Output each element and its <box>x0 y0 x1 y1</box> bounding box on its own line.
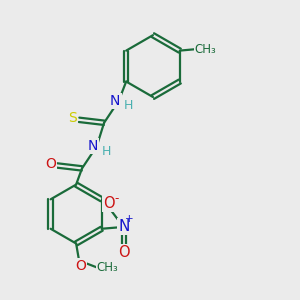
Text: S: S <box>68 111 77 125</box>
Text: O: O <box>118 245 130 260</box>
Text: -: - <box>114 192 118 205</box>
Text: N: N <box>88 139 98 153</box>
Text: CH₃: CH₃ <box>97 261 119 274</box>
Text: O: O <box>45 157 56 171</box>
Text: O: O <box>103 196 115 211</box>
Text: H: H <box>101 145 111 158</box>
Text: N: N <box>118 219 129 234</box>
Text: +: + <box>125 214 134 224</box>
Text: O: O <box>75 260 86 274</box>
Text: H: H <box>124 100 133 112</box>
Text: CH₃: CH₃ <box>194 43 216 56</box>
Text: N: N <box>110 94 121 108</box>
